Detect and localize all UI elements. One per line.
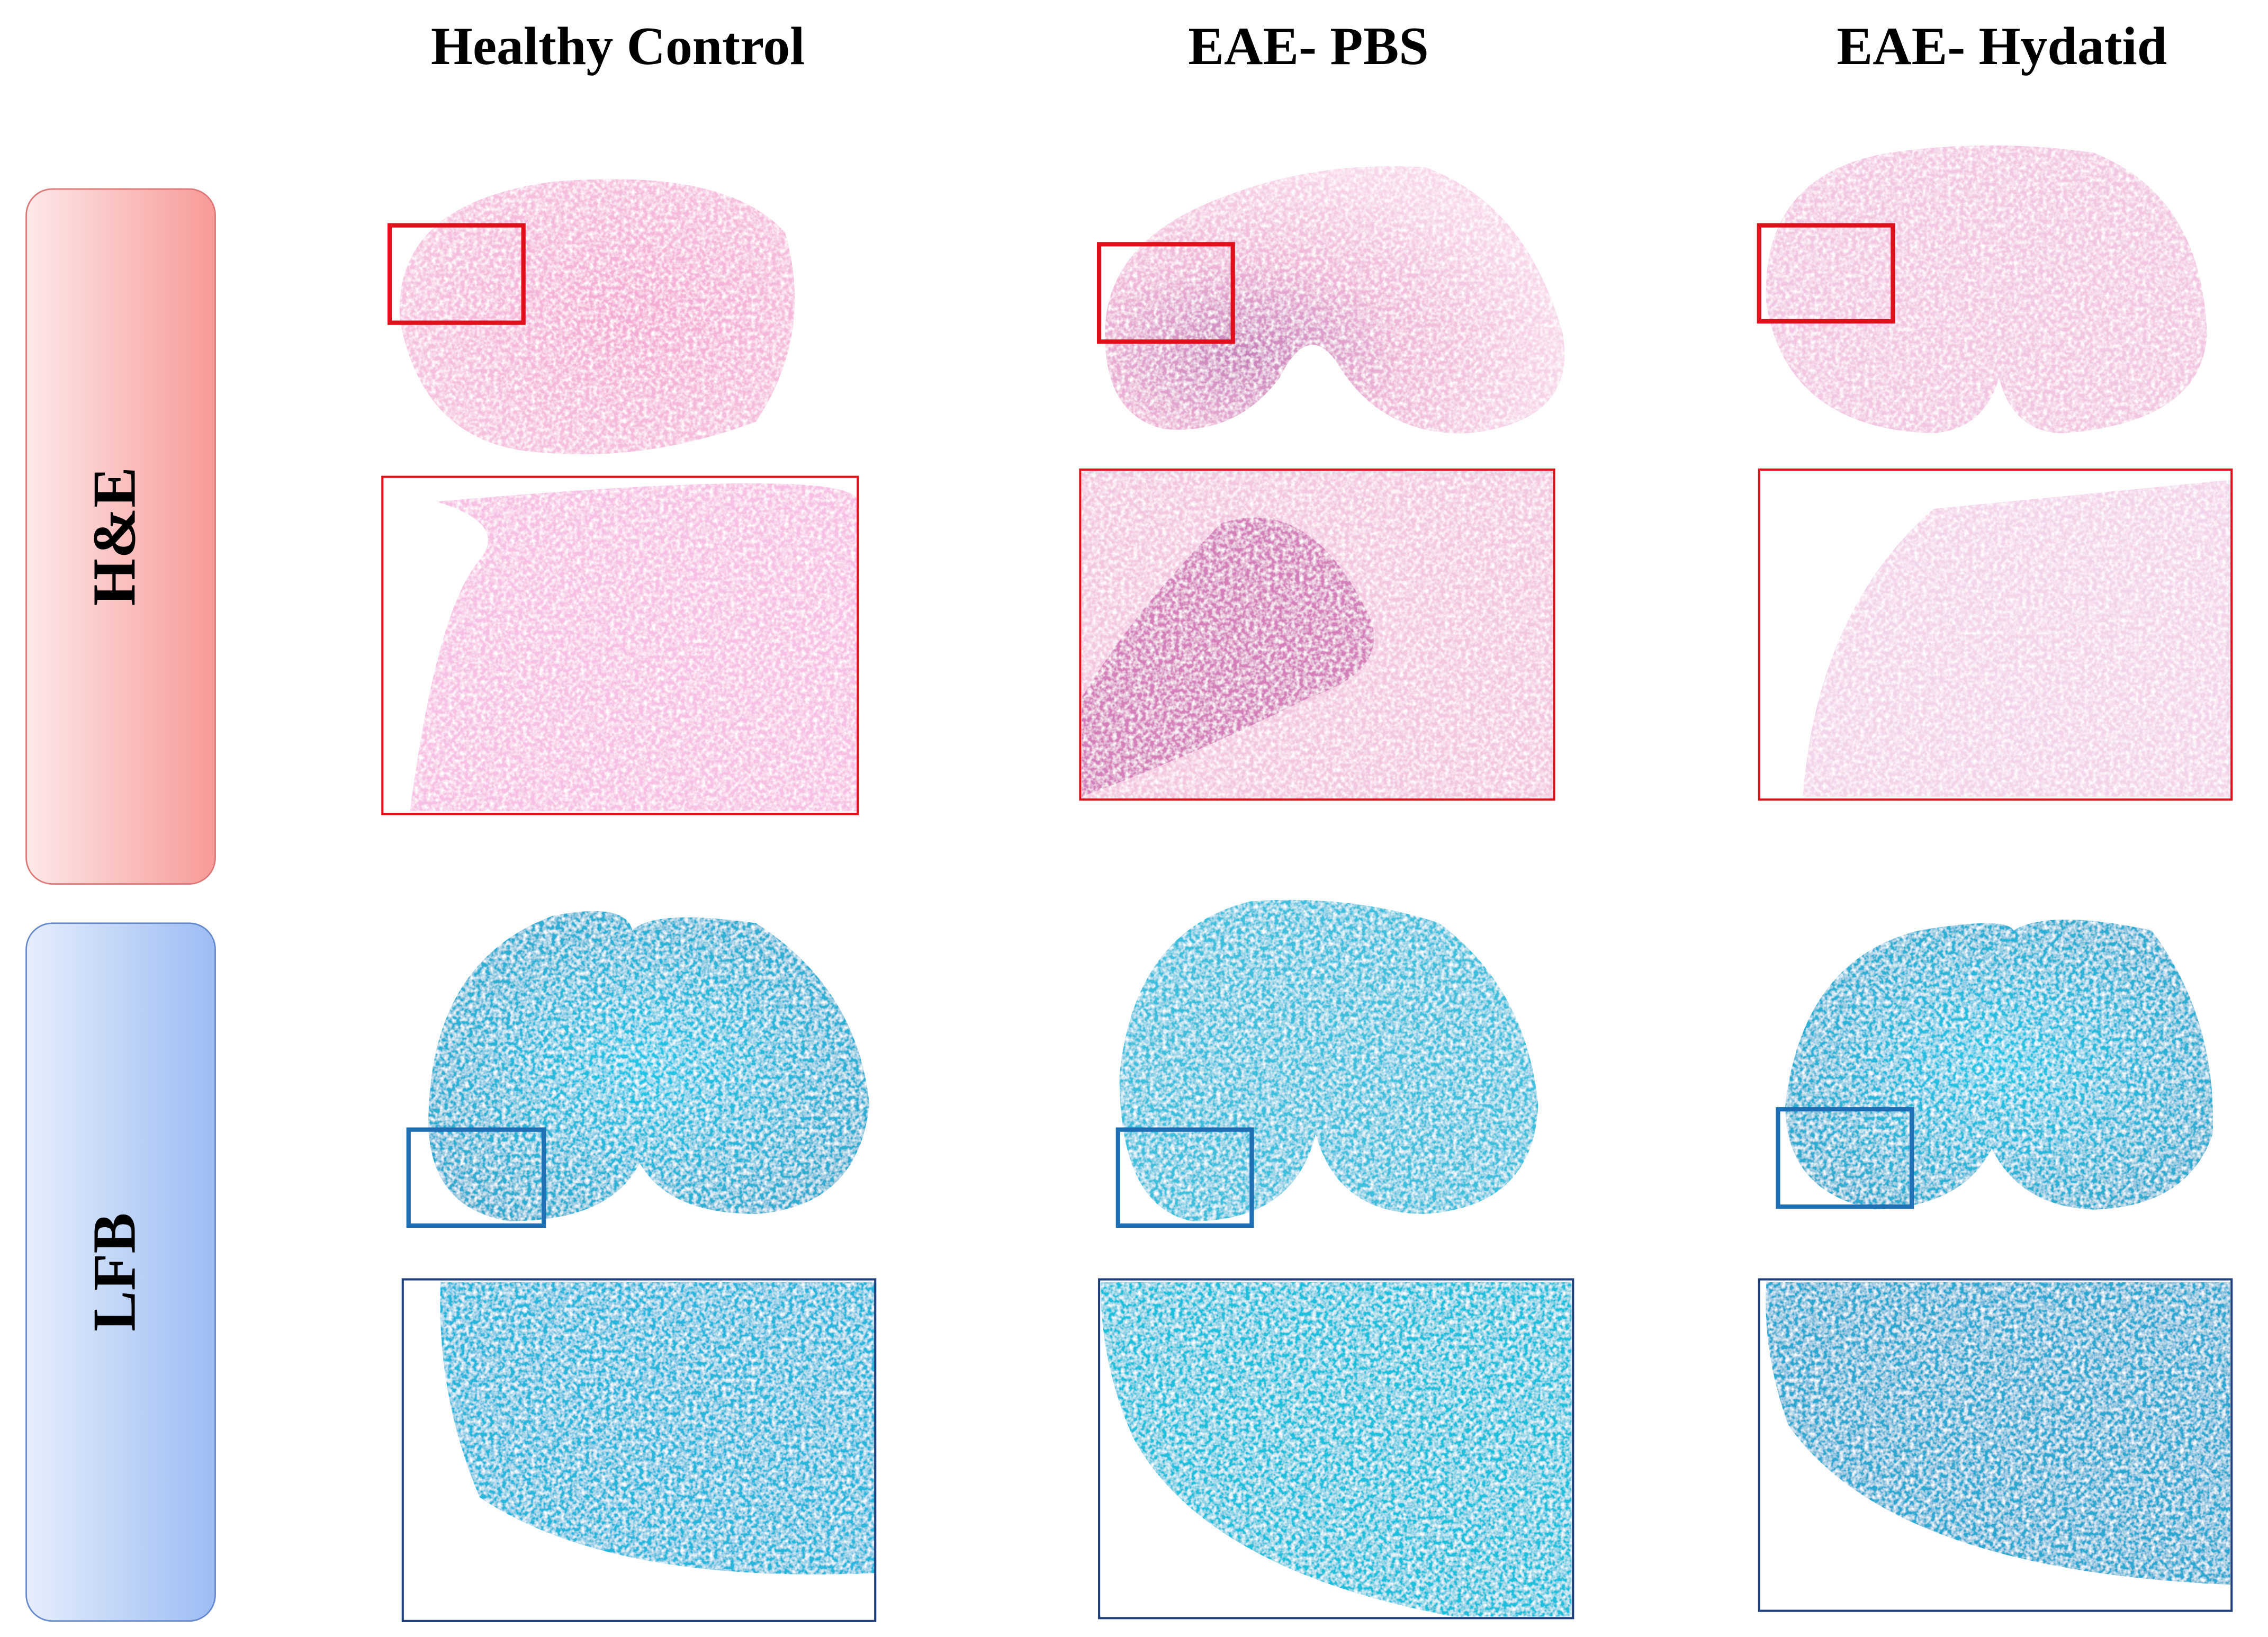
column-header: EAE- Hydatid: [1837, 16, 2167, 76]
column-header: Healthy Control: [431, 16, 805, 76]
column-header: EAE- PBS: [1188, 16, 1428, 76]
row-label-box: [25, 922, 216, 1622]
zoom-frames: [381, 468, 2233, 1622]
headers: Healthy Control EAE- PBS EAE- Hydatid: [431, 16, 2167, 76]
row-label-box: [25, 188, 216, 885]
tissue: [399, 145, 2232, 1617]
boxes: [387, 223, 1914, 1228]
row-label: LFB: [80, 1213, 148, 1332]
row-label: H&E: [80, 467, 148, 606]
